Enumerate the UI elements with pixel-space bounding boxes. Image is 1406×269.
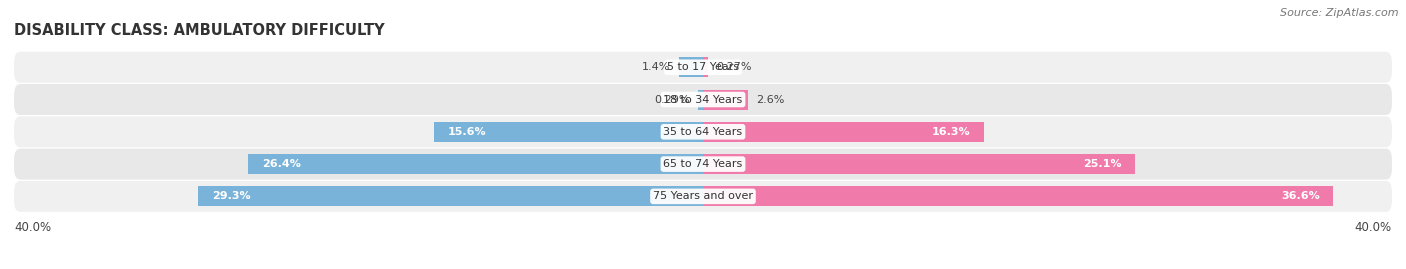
FancyBboxPatch shape — [14, 116, 1392, 147]
Text: 16.3%: 16.3% — [931, 127, 970, 137]
Bar — [434, 122, 703, 142]
Text: 29.3%: 29.3% — [212, 191, 250, 201]
Bar — [703, 57, 707, 77]
Text: 2.6%: 2.6% — [756, 94, 785, 105]
FancyBboxPatch shape — [14, 84, 1392, 115]
FancyBboxPatch shape — [14, 52, 1392, 83]
Bar — [249, 154, 703, 174]
Bar — [703, 122, 984, 142]
FancyBboxPatch shape — [14, 148, 1392, 180]
Bar — [198, 186, 703, 206]
Bar — [697, 90, 703, 109]
Text: 65 to 74 Years: 65 to 74 Years — [664, 159, 742, 169]
Text: 18 to 34 Years: 18 to 34 Years — [664, 94, 742, 105]
Text: DISABILITY CLASS: AMBULATORY DIFFICULTY: DISABILITY CLASS: AMBULATORY DIFFICULTY — [14, 23, 385, 38]
Text: 0.27%: 0.27% — [716, 62, 752, 72]
Text: 26.4%: 26.4% — [262, 159, 301, 169]
FancyBboxPatch shape — [14, 181, 1392, 212]
Text: 5 to 17 Years: 5 to 17 Years — [666, 62, 740, 72]
Text: 40.0%: 40.0% — [1355, 221, 1392, 233]
Bar — [679, 57, 703, 77]
Bar — [703, 90, 748, 109]
Text: 25.1%: 25.1% — [1083, 159, 1122, 169]
Text: 75 Years and over: 75 Years and over — [652, 191, 754, 201]
Text: 0.29%: 0.29% — [654, 94, 689, 105]
Text: 36.6%: 36.6% — [1281, 191, 1320, 201]
Text: 1.4%: 1.4% — [643, 62, 671, 72]
Text: Source: ZipAtlas.com: Source: ZipAtlas.com — [1281, 8, 1399, 18]
Bar — [703, 154, 1135, 174]
Text: 40.0%: 40.0% — [14, 221, 51, 233]
Text: 15.6%: 15.6% — [449, 127, 486, 137]
Bar — [703, 186, 1333, 206]
Text: 35 to 64 Years: 35 to 64 Years — [664, 127, 742, 137]
